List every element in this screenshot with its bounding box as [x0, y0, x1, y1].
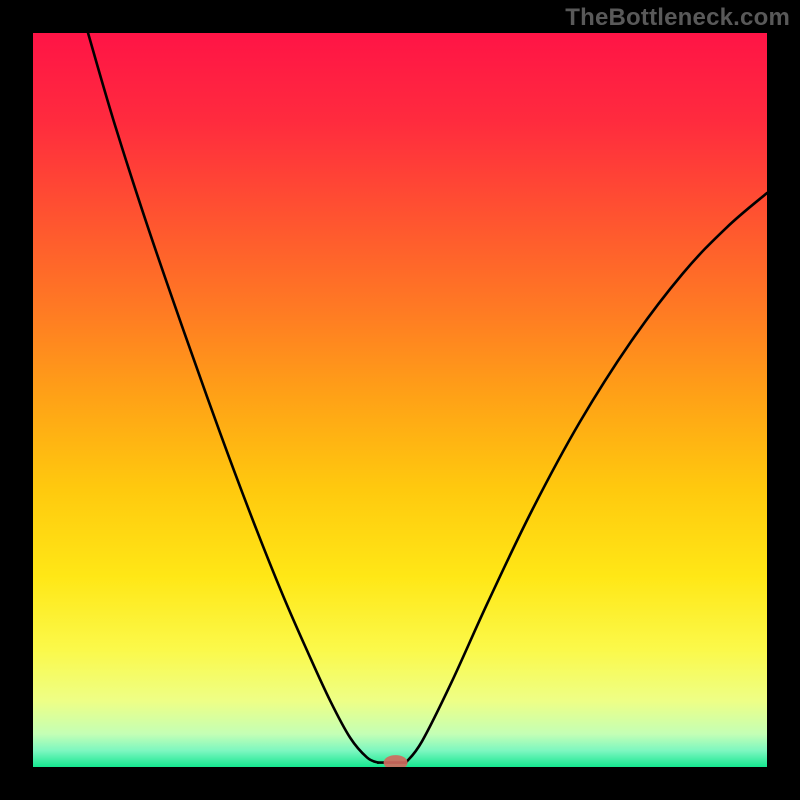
plot-area	[33, 33, 767, 767]
watermark-text: TheBottleneck.com	[565, 4, 790, 32]
plot-svg	[33, 33, 767, 767]
canvas: TheBottleneck.com	[0, 0, 800, 800]
plot-background	[33, 33, 767, 767]
